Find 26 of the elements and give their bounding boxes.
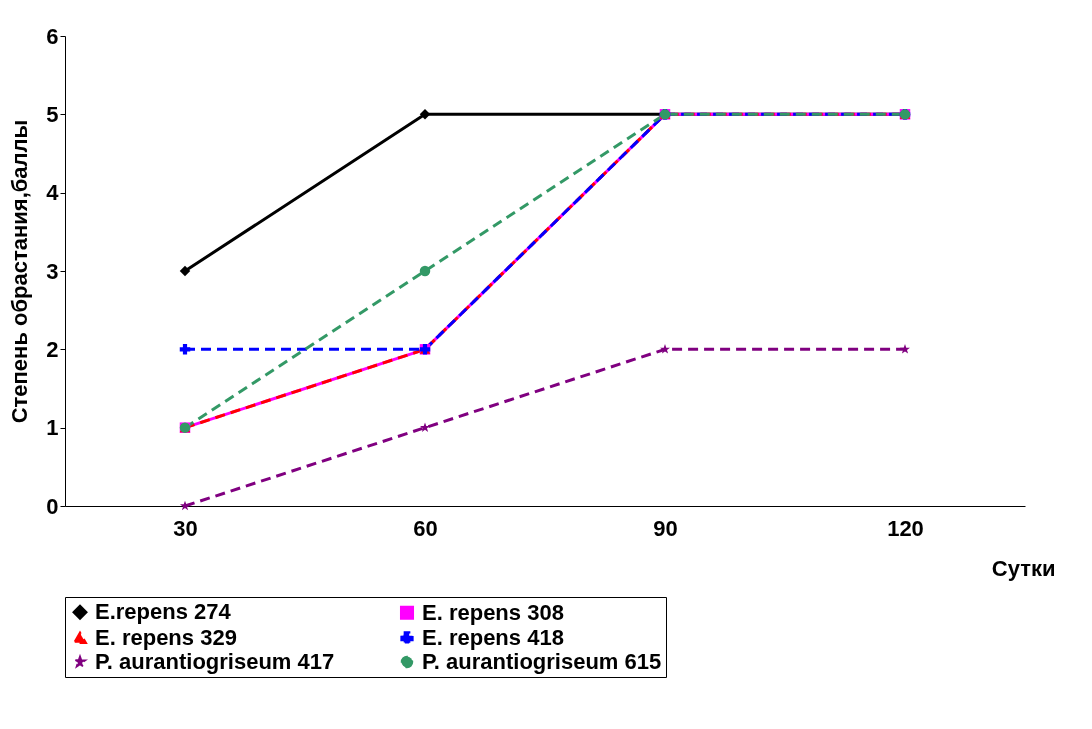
legend-label: E. repens 308 (422, 599, 564, 625)
x-axis-title: Сутки (991, 555, 1056, 581)
y-tick-label: 1 (46, 415, 59, 441)
y-tick-label: 6 (46, 23, 59, 49)
point (179, 265, 191, 277)
y-tick-label: 0 (46, 493, 59, 519)
point (420, 422, 430, 432)
x-tick-label: 90 (653, 515, 678, 541)
legend-label: P. aurantiogriseum 615 (422, 649, 662, 674)
x-tick-label: 120 (887, 515, 924, 541)
y-tick-label: 4 (46, 180, 60, 206)
legend-label: P. aurantiogriseum 417 (95, 649, 335, 674)
point (419, 109, 431, 120)
point (900, 344, 910, 354)
y-tick-label: 2 (46, 336, 59, 362)
x-tick-label: 30 (173, 515, 198, 541)
point (419, 265, 431, 277)
legend-label: E. repens 329 (95, 625, 237, 650)
legend-label: E.repens 274 (95, 599, 232, 625)
y-tick-label: 3 (46, 258, 59, 284)
point (179, 344, 191, 355)
y-tick-label: 5 (46, 101, 59, 127)
point (660, 344, 670, 354)
x-tick-label: 60 (413, 515, 438, 541)
legend-label: E. repens 418 (422, 625, 564, 650)
y-axis-title: Степень обрастания,баллы (7, 119, 33, 424)
